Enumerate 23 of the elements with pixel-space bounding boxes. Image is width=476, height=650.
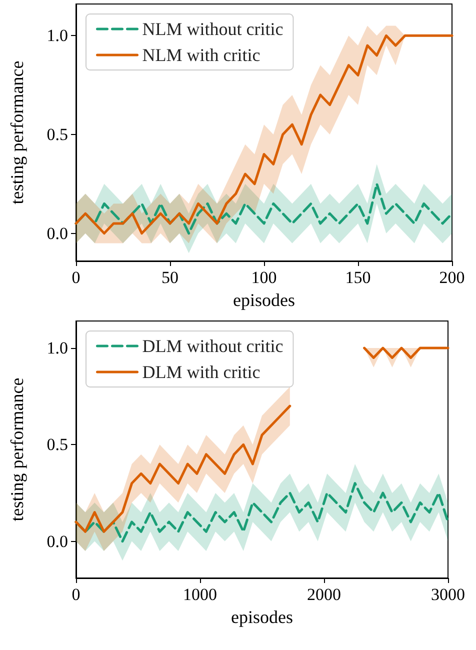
x-axis-title: episodes: [233, 290, 295, 310]
x-tick-label: 200: [439, 268, 465, 287]
x-tick-label: 1000: [183, 585, 217, 604]
legend-label: NLM with critic: [142, 45, 260, 65]
y-tick-label: 0.0: [46, 532, 68, 551]
y-tick-label: 0.5: [46, 435, 68, 454]
y-tick-label: 1.0: [46, 338, 68, 358]
x-tick-label: 150: [345, 268, 371, 287]
x-tick-label: 100: [251, 268, 277, 287]
x-tick-label: 50: [162, 268, 178, 287]
y-axis-title: testing performance: [7, 378, 27, 522]
x-tick-label: 0: [72, 268, 80, 287]
x-tick-label: 0: [72, 585, 80, 604]
y-tick-label: 1.0: [46, 26, 68, 46]
x-tick-label: 3000: [431, 585, 465, 604]
legend-label: DLM with critic: [142, 362, 260, 382]
x-tick-label: 2000: [307, 585, 341, 604]
x-axis-title: episodes: [231, 607, 293, 627]
y-tick-label: 0.0: [46, 224, 68, 243]
legend-label: DLM without critic: [142, 336, 284, 356]
legend-label: NLM without critic: [142, 19, 284, 39]
y-tick-label: 0.5: [46, 124, 68, 144]
y-axis-title: testing performance: [7, 60, 27, 204]
